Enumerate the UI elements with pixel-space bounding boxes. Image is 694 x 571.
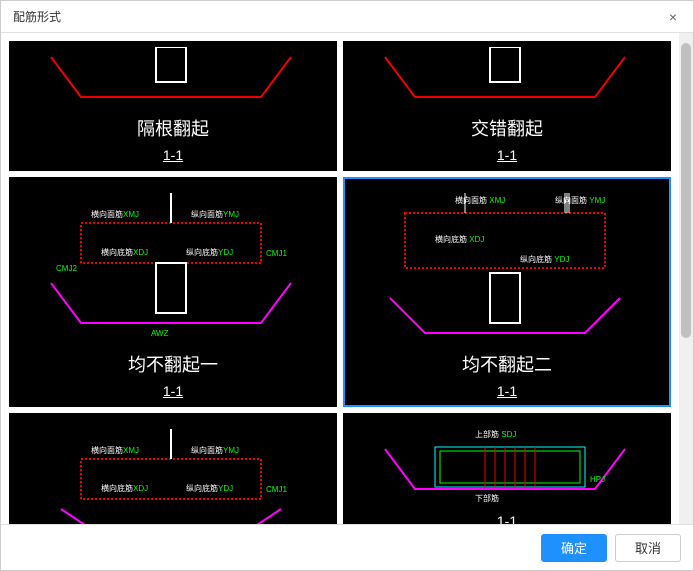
diagram-svg (345, 47, 669, 117)
thumb-option-0[interactable]: 隔根翻起 1-1 (9, 41, 337, 171)
label-hx-bot: 横向底筋 XDJ (435, 234, 484, 245)
label-zx-top: 纵向面筋 YMJ (555, 195, 605, 206)
label-cmj2: CMJ2 (56, 264, 77, 273)
label-zx-top: 纵向面筋YMJ (191, 209, 239, 220)
scrollbar-thumb[interactable] (681, 43, 691, 338)
close-button[interactable]: × (661, 5, 685, 29)
thumb-caption: 隔根翻起 (137, 115, 209, 141)
thumb-sub: 1-1 (163, 383, 183, 399)
label-hx-bot: 横向底筋XDJ (101, 247, 148, 258)
close-icon: × (669, 9, 677, 25)
thumb-caption: 交错翻起 (471, 115, 543, 141)
label-cmj1: CMJ1 (266, 485, 287, 494)
label-hx-top: 横向面筋XMJ (91, 209, 139, 220)
label-zx-bot: 纵向底筋 YDJ (520, 254, 569, 265)
thumb-option-2[interactable]: 横向面筋XMJ 纵向面筋YMJ 横向底筋XDJ 纵向底筋YDJ CMJ2 CMJ… (9, 177, 337, 407)
thumb-sub: 1-1 (497, 147, 517, 163)
label-hx-top: 横向面筋XMJ (91, 445, 139, 456)
titlebar: 配筋形式 × (1, 1, 693, 33)
thumb-option-3[interactable]: 横向面筋 XMJ 纵向面筋 YMJ 横向底筋 XDJ 纵向底筋 YDJ 均不翻起… (343, 177, 671, 407)
dialog-title: 配筋形式 (13, 8, 61, 25)
thumb-option-1[interactable]: 交错翻起 1-1 (343, 41, 671, 171)
thumb-option-4[interactable]: 横向面筋XMJ 纵向面筋YMJ 横向底筋XDJ 纵向底筋YDJ CMJ1 (9, 413, 337, 524)
thumbnail-grid: 隔根翻起 1-1 交错翻起 1-1 (9, 41, 671, 524)
thumb-caption: 均不翻起二 (462, 351, 552, 377)
label-awz: AWZ (151, 329, 168, 338)
label-zx-bot: 纵向底筋YDJ (186, 247, 233, 258)
label-zx-top: 纵向面筋YMJ (191, 445, 239, 456)
label-zx-bot: 纵向底筋YDJ (186, 483, 233, 494)
diagram-svg (345, 183, 669, 353)
thumb-sub: 1-1 (497, 513, 517, 524)
thumb-sub: 1-1 (497, 383, 517, 399)
diagram-svg (11, 47, 335, 117)
cancel-button[interactable]: 取消 (615, 534, 681, 562)
label-sbj: 上部筋 SDJ (475, 429, 516, 440)
dialog: 配筋形式 × 隔根翻起 1-1 (0, 0, 694, 571)
ok-button[interactable]: 确定 (541, 534, 607, 562)
label-cmj1: CMJ1 (266, 249, 287, 258)
thumb-option-5[interactable]: 上部筋 SDJ 下部筋 HPJ 1-1 (343, 413, 671, 524)
content-area: 隔根翻起 1-1 交错翻起 1-1 (1, 33, 693, 524)
label-hx-bot: 横向底筋XDJ (101, 483, 148, 494)
thumb-sub: 1-1 (163, 147, 183, 163)
label-hx-top: 横向面筋 XMJ (455, 195, 505, 206)
scrollbar[interactable] (679, 33, 693, 524)
label-xbj: 下部筋 (475, 493, 499, 504)
diagram-svg (11, 419, 335, 524)
label-hpj: HPJ (590, 475, 605, 484)
dialog-footer: 确定 取消 (1, 524, 693, 570)
scroll-container[interactable]: 隔根翻起 1-1 交错翻起 1-1 (1, 33, 679, 524)
thumb-caption: 均不翻起一 (128, 351, 218, 377)
